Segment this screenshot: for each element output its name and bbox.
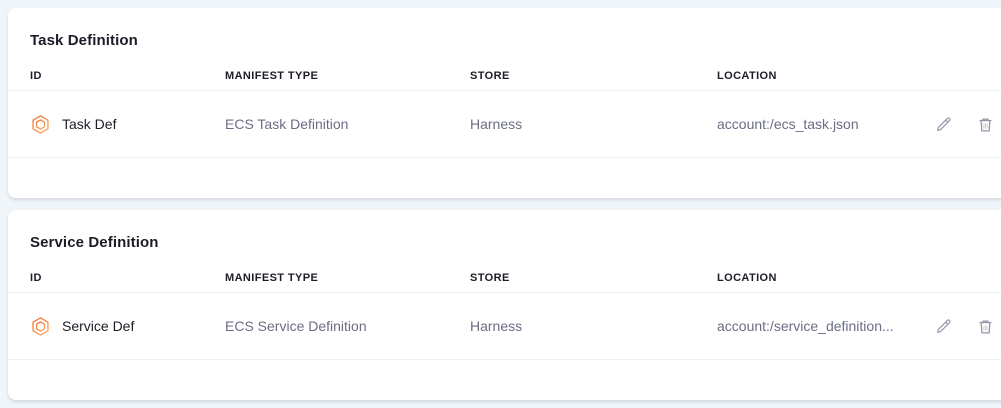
section-title-service-definition: Service Definition <box>30 234 159 251</box>
edit-button[interactable] <box>931 314 955 338</box>
column-header-store: STORE <box>470 70 510 82</box>
column-header-id: ID <box>30 70 42 82</box>
task-definition-card: Task Definition ID MANIFEST TYPE STORE L… <box>8 8 1001 198</box>
cell-location: account:/ecs_task.json <box>717 116 859 132</box>
cell-id: Service Def <box>30 316 225 337</box>
row-id-label: Task Def <box>62 116 117 132</box>
row-id-label: Service Def <box>62 318 135 334</box>
cell-store: Harness <box>470 318 523 334</box>
trash-icon <box>976 317 995 336</box>
cell-manifest-type: ECS Task Definition <box>225 116 349 132</box>
column-header-location: LOCATION <box>717 70 777 82</box>
cell-manifest-type: ECS Service Definition <box>225 318 367 334</box>
column-header-manifest-type: MANIFEST TYPE <box>225 272 319 284</box>
delete-button[interactable] <box>973 112 997 136</box>
cell-location: account:/service_definition... <box>717 318 894 334</box>
edit-button[interactable] <box>931 112 955 136</box>
table-row: Service Def ECS Service Definition Harne… <box>8 293 1001 360</box>
row-actions <box>917 112 1001 136</box>
section-title-task-definition: Task Definition <box>30 32 138 49</box>
manifest-hexagon-icon <box>30 114 51 135</box>
service-definition-card: Service Definition ID MANIFEST TYPE STOR… <box>8 210 1001 400</box>
manifest-hexagon-icon <box>30 316 51 337</box>
table-header: ID MANIFEST TYPE STORE LOCATION <box>8 264 1001 293</box>
column-header-store: STORE <box>470 272 510 284</box>
column-header-location: LOCATION <box>717 272 777 284</box>
column-header-id: ID <box>30 272 42 284</box>
pencil-icon <box>934 317 953 336</box>
column-header-manifest-type: MANIFEST TYPE <box>225 70 319 82</box>
table-row: Task Def ECS Task Definition Harness acc… <box>8 91 1001 158</box>
table-header: ID MANIFEST TYPE STORE LOCATION <box>8 62 1001 91</box>
cell-store: Harness <box>470 116 523 132</box>
trash-icon <box>976 115 995 134</box>
pencil-icon <box>934 115 953 134</box>
delete-button[interactable] <box>973 314 997 338</box>
cell-id: Task Def <box>30 114 225 135</box>
row-actions <box>917 314 1001 338</box>
